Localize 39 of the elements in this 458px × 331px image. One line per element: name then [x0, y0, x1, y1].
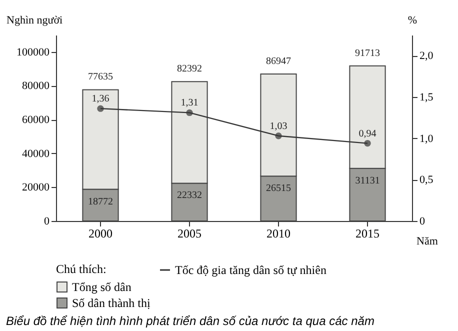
x-axis-title: Năm — [416, 236, 438, 248]
y-tick-label: 60000 — [22, 114, 50, 126]
data-label: 31131 — [355, 175, 380, 186]
legend-label: Tổng số dân — [72, 280, 132, 294]
total-label: 91713 — [355, 48, 380, 59]
total-label: 86947 — [266, 56, 291, 67]
y2-tick-label: 2,0 — [420, 50, 434, 62]
y-tick-label: 40000 — [22, 148, 50, 160]
y2-tick-label: 0,5 — [420, 174, 434, 186]
legend-title: Chú thích: — [56, 262, 106, 276]
point — [275, 132, 282, 140]
legend-label: Tốc độ gia tăng dân số tự nhiên — [175, 263, 326, 277]
data-label: 22332 — [177, 190, 202, 202]
y-tick-label: 20000 — [22, 182, 50, 194]
data-label: 0,94 — [358, 128, 376, 140]
y-tick-label: 0 — [44, 216, 50, 228]
x-tick-label: 2000 — [88, 226, 112, 240]
total-label: 82392 — [177, 64, 202, 75]
data-label: 26515 — [266, 183, 291, 194]
y2-tick-label: 1,5 — [420, 92, 434, 104]
y2-axis-title: % — [408, 14, 418, 26]
x-tick-label: 2010 — [266, 226, 290, 240]
x-tick-label: 2015 — [356, 226, 380, 240]
y2-tick-label: 1,0 — [420, 132, 434, 145]
legend-label: Số dân thành thị — [72, 296, 151, 310]
total-label: 77635 — [88, 72, 113, 83]
y-axis-title: Nghìn người — [6, 14, 63, 26]
data-label: 1,36 — [92, 94, 110, 105]
point — [364, 140, 371, 147]
point — [97, 105, 104, 112]
x-tick-label: 2005 — [178, 226, 202, 240]
point — [186, 109, 193, 116]
y-tick-label: 80000 — [22, 80, 50, 92]
data-label: 1,31 — [180, 98, 198, 109]
y-tick-label: 100000 — [16, 46, 50, 58]
data-label: 1,03 — [270, 120, 288, 132]
data-label: 18772 — [88, 196, 113, 208]
y2-tick-label: 0 — [420, 216, 426, 228]
text: Biểu đồ thể hiện tình hình phát triển dân số của nước ta qua các năm — [6, 314, 374, 328]
